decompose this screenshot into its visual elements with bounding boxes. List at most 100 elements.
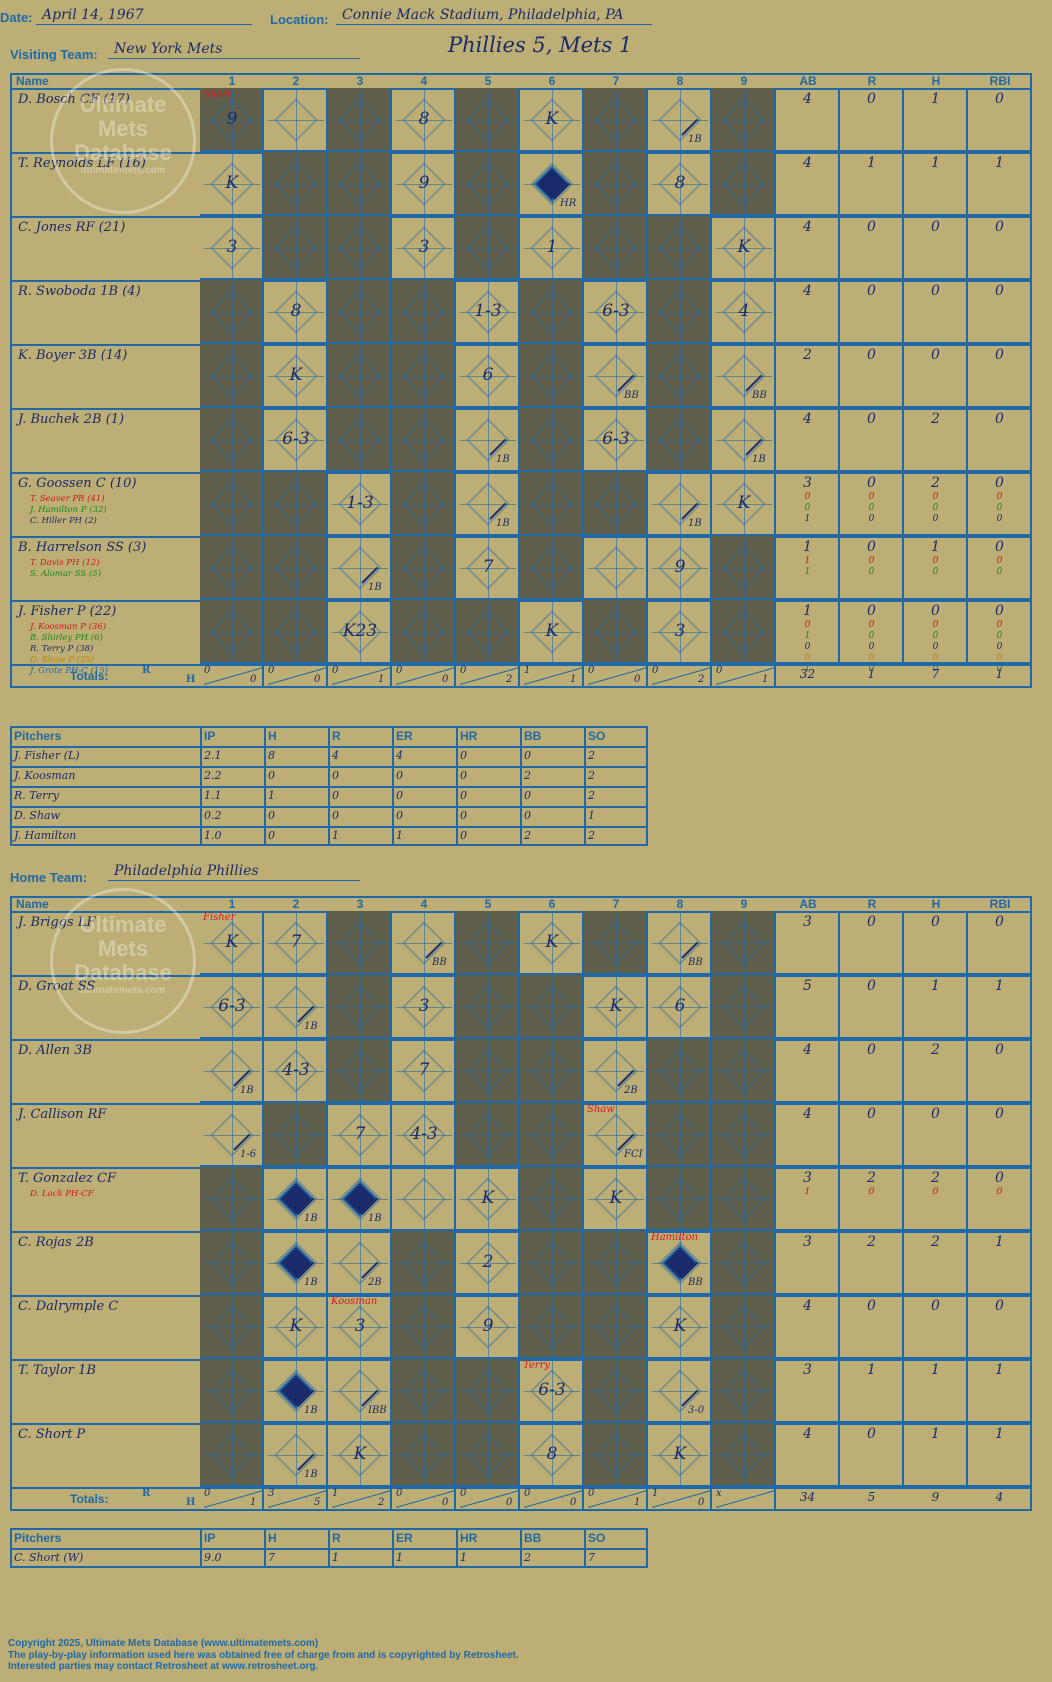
play-result: 8 xyxy=(546,1444,558,1464)
cell-guide-h xyxy=(332,376,388,377)
substitute-stat-h: 0 xyxy=(932,642,939,652)
column-header-stat: H xyxy=(931,897,941,911)
pitcher-stat: 1 xyxy=(332,829,339,842)
cell-guide-h xyxy=(652,943,708,944)
stat-ab: 4 xyxy=(803,1426,812,1442)
cell-guide-h xyxy=(332,1263,388,1264)
substitute-stat-ab: 0 xyxy=(804,620,811,630)
cell-guide-h xyxy=(460,376,516,377)
stat-cell xyxy=(904,1359,968,1423)
stat-r: 0 xyxy=(867,219,876,235)
cell-guide-h xyxy=(588,1135,644,1136)
stat-rbi: 1 xyxy=(995,1426,1004,1442)
stat-cell xyxy=(840,280,904,344)
pitcher-stat: 0 xyxy=(332,809,339,822)
inning-hits: 0 xyxy=(570,1497,577,1508)
inning-cell xyxy=(328,1423,392,1487)
play-result: 3 xyxy=(418,237,430,257)
watermark-text: Database xyxy=(74,140,172,165)
play-result: K xyxy=(737,237,751,257)
stat-cell xyxy=(904,152,968,216)
column-header-inning: 1 xyxy=(228,74,236,88)
watermark-text: Ultimate xyxy=(79,92,167,117)
cell-guide-h xyxy=(588,1455,644,1456)
pitchers-header: R xyxy=(332,729,341,743)
column-header-inning: 1 xyxy=(228,897,236,911)
cell-guide-h xyxy=(652,1007,708,1008)
stat-cell xyxy=(968,1423,1032,1487)
column-header-inning: 7 xyxy=(612,74,620,88)
cell-guide-h xyxy=(268,504,324,505)
footer-retrosheet: The play-by-play information used here w… xyxy=(8,1650,519,1661)
pitcher-stat: 1.1 xyxy=(204,789,222,802)
inning-cell xyxy=(584,1167,648,1231)
play-result: 2 xyxy=(482,1252,494,1272)
stat-cell xyxy=(968,600,1032,664)
pitcher-stat: 2 xyxy=(524,829,531,842)
substitute-name: J. Hamilton P (32) xyxy=(30,505,107,515)
substitute-stat-ab: 1 xyxy=(804,1187,811,1197)
cell-guide-h xyxy=(652,312,708,313)
pitcher-change-note: Short xyxy=(203,89,232,100)
score-title: Phillies 5, Mets 1 xyxy=(448,33,633,57)
play-result: K xyxy=(545,621,559,641)
pitchers-header: SO xyxy=(588,1531,606,1545)
inning-cell xyxy=(392,1167,456,1231)
pitcher-stat: 0 xyxy=(460,769,467,782)
stat-ab: 4 xyxy=(803,1106,812,1122)
player-name: K. Boyer 3B (14) xyxy=(18,348,128,363)
stat-cell xyxy=(904,344,968,408)
stat-cell xyxy=(776,1231,840,1295)
stat-cell xyxy=(840,1039,904,1103)
totals-cell xyxy=(648,664,712,688)
stat-cell xyxy=(776,975,840,1039)
play-result: K xyxy=(609,996,623,1016)
player-name: T. Gonzalez CF xyxy=(18,1171,117,1186)
substitute-stat-r: 0 xyxy=(868,556,875,566)
stat-rbi: 0 xyxy=(995,475,1004,491)
totals-cell xyxy=(712,664,776,688)
stat-r: 1 xyxy=(867,1362,876,1378)
inning-cell xyxy=(520,1423,584,1487)
stat-cell xyxy=(904,975,968,1039)
cell-guide-h xyxy=(524,1263,580,1264)
cell-guide-h xyxy=(524,943,580,944)
cell-guide-h xyxy=(396,1071,452,1072)
cell-guide-h xyxy=(716,632,772,633)
stat-cell xyxy=(776,472,840,536)
inning-runs: 0 xyxy=(460,665,467,676)
pitchers-row-divider xyxy=(10,806,648,808)
play-detail: HR xyxy=(560,198,577,209)
cell-guide-h xyxy=(396,943,452,944)
pitcher-name: D. Shaw xyxy=(14,809,61,822)
inning-cell xyxy=(520,216,584,280)
substitute-stat-ab: 1 xyxy=(804,514,811,524)
row-divider xyxy=(10,600,1032,602)
cell-guide-h xyxy=(204,568,260,569)
totals-cell xyxy=(200,664,264,688)
cell-guide-h xyxy=(652,568,708,569)
cell-guide-h xyxy=(396,1199,452,1200)
cell-guide-h xyxy=(716,248,772,249)
play-detail: BB xyxy=(624,390,639,401)
pitchers-row-divider xyxy=(10,786,648,788)
total-ab: 34 xyxy=(799,1490,816,1504)
stat-cell xyxy=(776,344,840,408)
cell-guide-h xyxy=(460,1135,516,1136)
pitcher-stat: 0 xyxy=(524,789,531,802)
stat-cell xyxy=(904,1295,968,1359)
stat-h: 0 xyxy=(931,347,940,363)
cell-guide-h xyxy=(204,1007,260,1008)
pitcher-stat: 2.1 xyxy=(204,749,222,762)
cell-guide-h xyxy=(396,1263,452,1264)
row-divider xyxy=(10,1423,1032,1425)
play-result: K xyxy=(609,1188,623,1208)
play-detail: 1B xyxy=(304,1021,318,1032)
cell-guide-h xyxy=(524,312,580,313)
stat-ab: 3 xyxy=(803,1234,812,1250)
substitute-stat-rbi: 0 xyxy=(996,631,1003,641)
cell-guide-h xyxy=(588,1071,644,1072)
column-header-stat: RBI xyxy=(989,74,1011,88)
total-rbi: 4 xyxy=(995,1490,1004,1504)
inning-runs: 0 xyxy=(204,665,211,676)
